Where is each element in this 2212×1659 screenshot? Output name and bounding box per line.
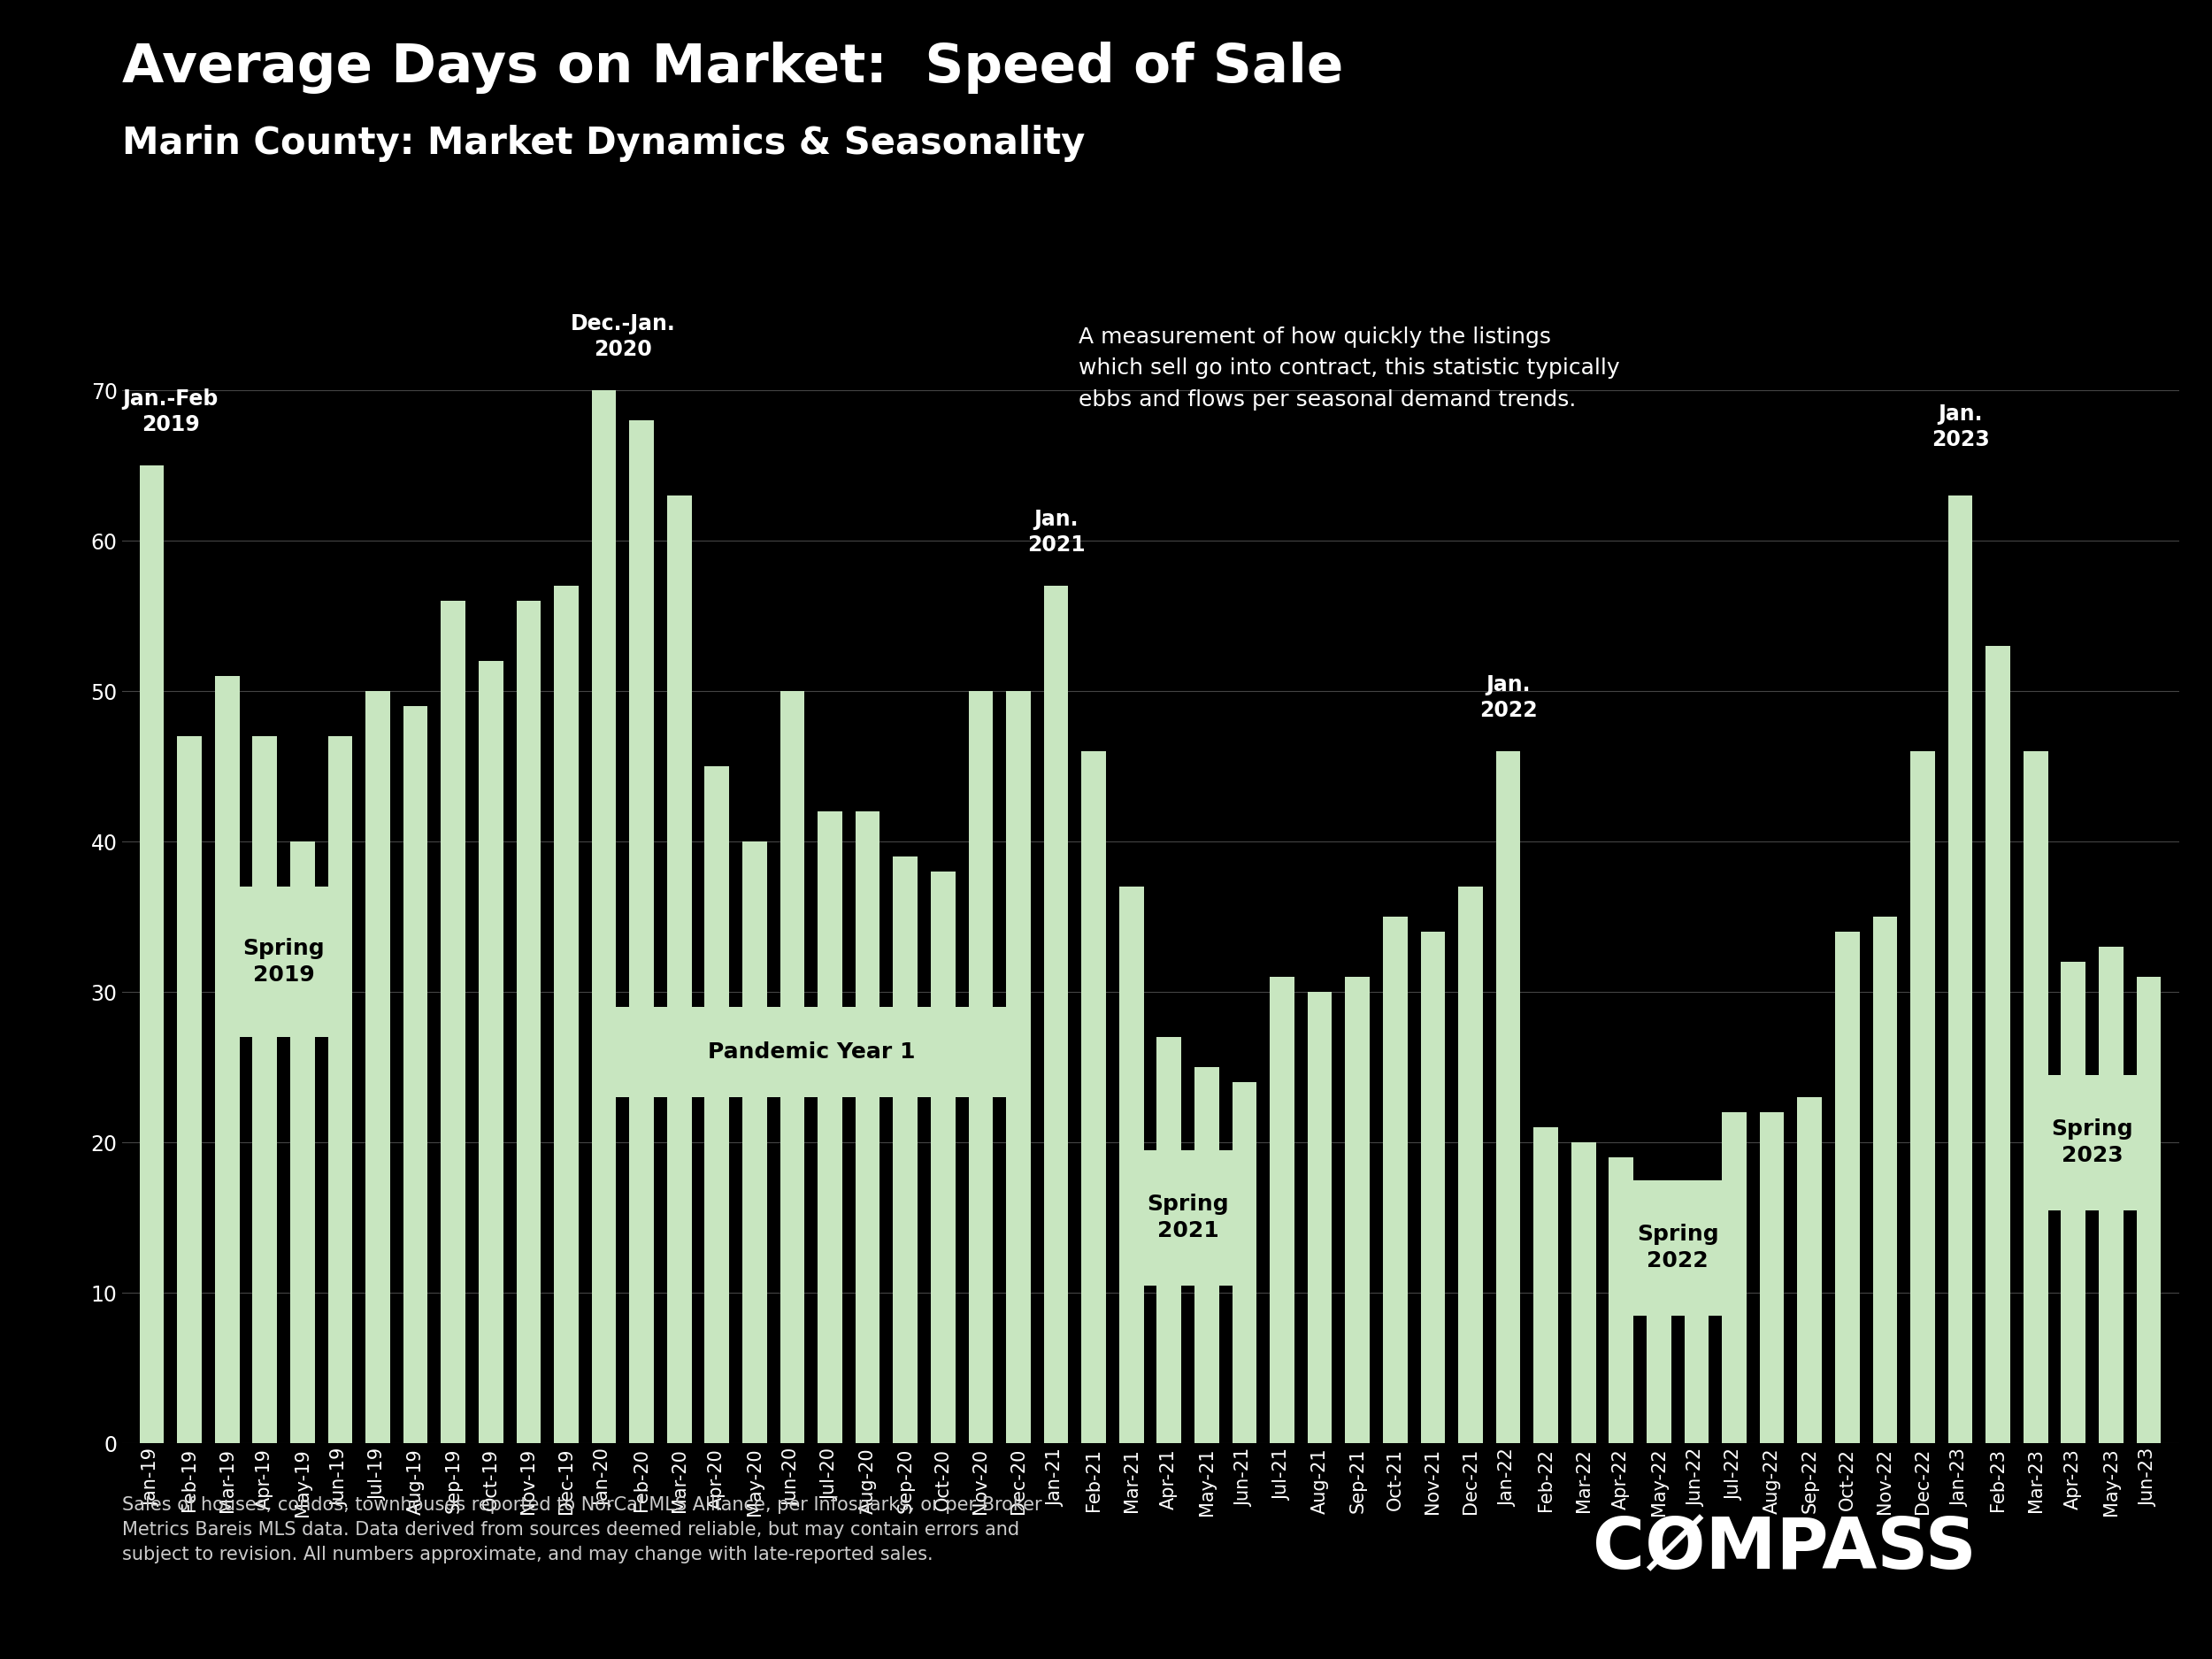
Text: Average Days on Market:  Speed of Sale: Average Days on Market: Speed of Sale <box>122 41 1343 93</box>
Text: A measurement of how quickly the listings
which sell go into contract, this stat: A measurement of how quickly the listing… <box>1077 327 1619 410</box>
FancyBboxPatch shape <box>1613 1180 1743 1316</box>
FancyBboxPatch shape <box>1121 1150 1254 1286</box>
Bar <box>969 692 993 1443</box>
Bar <box>1986 645 2011 1443</box>
Bar <box>1006 692 1031 1443</box>
Bar <box>1420 932 1444 1443</box>
Bar <box>856 811 880 1443</box>
Bar <box>1082 752 1106 1443</box>
Bar <box>894 856 918 1443</box>
Bar <box>2099 947 2124 1443</box>
Text: Spring
2019: Spring 2019 <box>243 939 325 985</box>
Bar <box>1232 1082 1256 1443</box>
Text: Spring
2022: Spring 2022 <box>1637 1224 1719 1271</box>
Text: Jan.-Feb
2019: Jan.-Feb 2019 <box>122 388 219 436</box>
Bar <box>252 737 276 1443</box>
Bar <box>1571 1143 1595 1443</box>
Bar <box>1495 752 1520 1443</box>
FancyBboxPatch shape <box>217 888 349 1037</box>
Bar <box>1382 917 1407 1443</box>
Bar <box>630 420 655 1443</box>
Bar <box>1874 917 1898 1443</box>
Bar <box>1761 1113 1785 1443</box>
Text: Spring
2023: Spring 2023 <box>2051 1118 2132 1166</box>
Bar <box>515 601 540 1443</box>
Bar <box>743 841 768 1443</box>
Bar <box>2137 977 2161 1443</box>
Bar <box>290 841 314 1443</box>
Bar <box>1646 1203 1670 1443</box>
Text: Marin County: Market Dynamics & Seasonality: Marin County: Market Dynamics & Seasonal… <box>122 124 1084 161</box>
FancyBboxPatch shape <box>2026 1075 2159 1209</box>
Bar <box>177 737 201 1443</box>
Bar <box>327 737 352 1443</box>
Bar <box>553 586 580 1443</box>
Text: Jan.
2023: Jan. 2023 <box>1931 403 1989 451</box>
Bar <box>1836 932 1860 1443</box>
FancyBboxPatch shape <box>613 1007 1009 1097</box>
Text: Jan.
2022: Jan. 2022 <box>1480 674 1537 722</box>
Bar <box>440 601 465 1443</box>
Text: Dec.-Jan.
2020: Dec.-Jan. 2020 <box>571 314 675 360</box>
Bar <box>1949 496 1973 1443</box>
Bar <box>403 707 427 1443</box>
Bar <box>1194 1067 1219 1443</box>
Bar <box>139 466 164 1443</box>
Bar <box>1911 752 1936 1443</box>
Bar <box>1157 1037 1181 1443</box>
Text: Spring
2021: Spring 2021 <box>1148 1194 1230 1241</box>
Bar <box>818 811 843 1443</box>
Bar <box>706 766 730 1443</box>
Bar <box>1721 1113 1747 1443</box>
Bar <box>1119 888 1144 1443</box>
Bar <box>1683 1188 1710 1443</box>
Bar <box>215 677 239 1443</box>
Bar <box>1798 1097 1823 1443</box>
Bar <box>1345 977 1369 1443</box>
Text: Sales of houses, condos, townhouses reported to NorCal MLS Alliance, per Infospa: Sales of houses, condos, townhouses repo… <box>122 1496 1042 1564</box>
Bar <box>781 692 805 1443</box>
Text: CØMPASS: CØMPASS <box>1593 1515 1978 1584</box>
Bar <box>1307 992 1332 1443</box>
Bar <box>1608 1158 1632 1443</box>
Bar <box>591 390 617 1443</box>
Text: Pandemic Year 1: Pandemic Year 1 <box>708 1042 916 1063</box>
Bar <box>1458 888 1482 1443</box>
Bar <box>1533 1128 1557 1443</box>
Bar <box>365 692 389 1443</box>
Bar <box>478 662 502 1443</box>
Bar <box>931 871 956 1443</box>
Bar <box>1270 977 1294 1443</box>
Bar <box>1044 586 1068 1443</box>
Bar <box>2062 962 2086 1443</box>
Text: Jan.
2021: Jan. 2021 <box>1026 508 1086 556</box>
Bar <box>668 496 692 1443</box>
Bar <box>2024 752 2048 1443</box>
